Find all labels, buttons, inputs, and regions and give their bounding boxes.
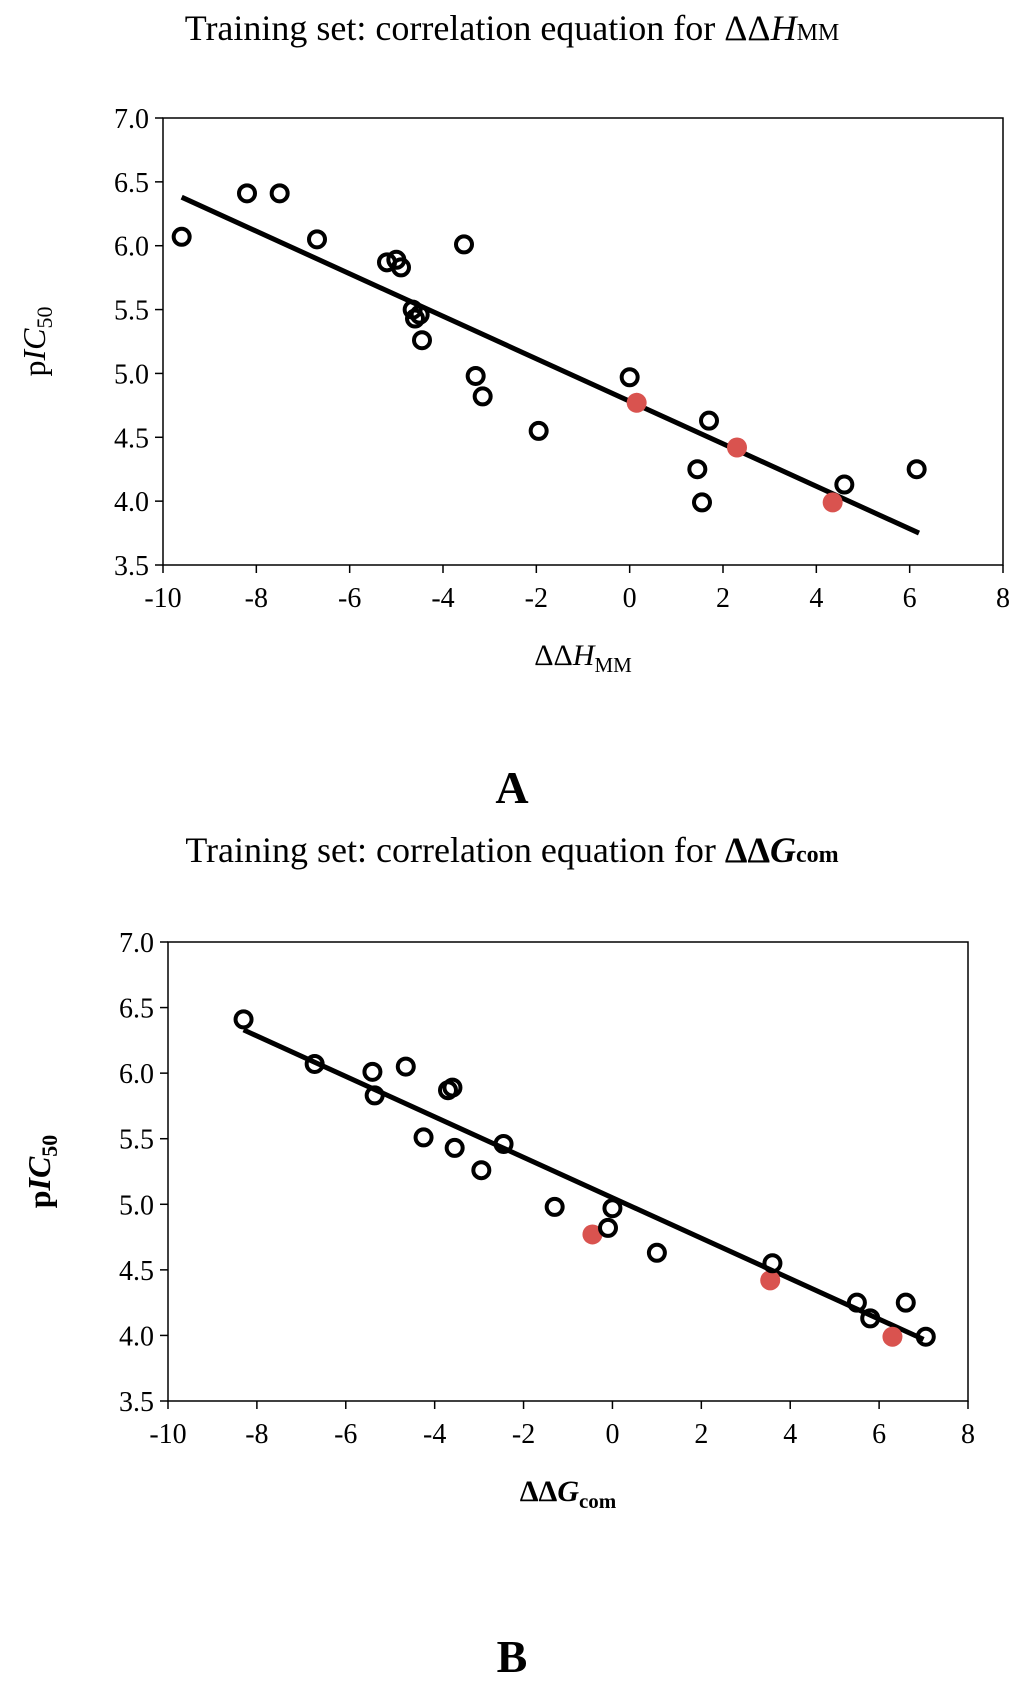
chart-a-x-axis-label: ΔΔHMM <box>534 639 632 677</box>
chart-a: -10 -8 -6 -4 -2 0 2 4 6 8 3.5 4.0 4.5 5.0 5.5 6.0 6.5 7.0… <box>16 104 1010 677</box>
chart-b-training-point <box>762 1253 783 1274</box>
chart-b-y-tick-label: 5.5 <box>119 1125 154 1156</box>
chart-b-training-point <box>915 1326 936 1347</box>
chart-a-x-tick-label: -8 <box>245 583 268 614</box>
chart-a-x-tick-label: -6 <box>338 583 361 614</box>
chart-b-plot-area <box>167 941 969 1402</box>
chart-b-training-point <box>233 1009 254 1030</box>
chart-b-training-point <box>471 1160 492 1181</box>
chart-b-x-tick-label: -8 <box>245 1419 268 1450</box>
chart-b-training-point <box>364 1085 385 1106</box>
chart-b-training-point <box>602 1198 623 1219</box>
chart-b-test-point <box>760 1270 781 1291</box>
chart-b: -10 -8 -6 -4 -2 0 2 4 6 8 3.5 4.0 4.5 5.0 5.5 6.0 6.5 7.0… <box>21 928 975 1513</box>
chart-b-y-axis-label: pIC50 <box>21 1135 62 1209</box>
chart-b-training-point <box>860 1308 881 1329</box>
chart-b-y-tick-label: 4.5 <box>119 1256 154 1287</box>
chart-b-training-point <box>598 1217 618 1238</box>
chart-a-test-point <box>822 492 843 513</box>
chart-b-regression-line <box>242 1027 925 1342</box>
chart-b-x-tick-label: 8 <box>961 1419 975 1450</box>
chart-b-training-point <box>895 1292 916 1313</box>
chart-a-plot-area <box>162 117 1004 566</box>
chart-b-training-point <box>442 1077 463 1098</box>
chart-a-training-point <box>454 234 474 255</box>
chart-b-training-point <box>413 1127 434 1148</box>
chart-a-training-point <box>834 474 855 495</box>
chart-a-y-axis-label: pIC50 <box>16 307 57 377</box>
chart-b-y-tick-label: 6.0 <box>119 1059 154 1090</box>
chart-a-training-point <box>237 183 257 204</box>
chart-a-x-tick-label: -10 <box>144 583 181 614</box>
chart-b-x-tick-label: 0 <box>605 1419 619 1450</box>
chart-a-training-point <box>409 304 430 325</box>
chart-a-x-tick-label: -2 <box>525 583 548 614</box>
chart-b-y-tick-label: 3.5 <box>119 1387 154 1418</box>
chart-a-x-tick-label: 6 <box>903 583 917 614</box>
chart-a-x-tick-label: 4 <box>809 583 823 614</box>
chart-b-title: Training set: correlation equation for Δ… <box>185 830 839 870</box>
chart-b-training-point <box>493 1133 514 1154</box>
chart-b-y-tick-label: 5.0 <box>119 1190 154 1221</box>
chart-b-x-tick-label: 2 <box>694 1419 708 1450</box>
chart-a-training-point <box>619 367 640 388</box>
chart-a-test-point <box>626 392 647 413</box>
chart-a-x-tick-label: 2 <box>716 583 730 614</box>
chart-a-training-point <box>472 386 493 407</box>
chart-a-title: Training set: correlation equation for Δ… <box>184 8 840 48</box>
chart-b-x-tick-label: -6 <box>334 1419 357 1450</box>
chart-a-training-point <box>412 330 432 351</box>
chart-a-y-tick-label: 4.5 <box>114 423 149 454</box>
chart-a-y-tick-label: 5.0 <box>114 359 149 390</box>
chart-a-y-tick-label: 6.0 <box>114 232 149 263</box>
chart-a-x-tick-label: -4 <box>431 583 454 614</box>
chart-a-training-point <box>171 226 192 247</box>
panel-a-label: A <box>495 762 529 813</box>
chart-a-y-tick-label: 6.5 <box>114 168 149 199</box>
chart-b-training-point <box>395 1056 416 1077</box>
chart-b-x-axis-label: ΔΔGcom <box>520 1475 617 1513</box>
chart-b-training-point <box>304 1053 325 1074</box>
chart-b-x-tick-label: -4 <box>423 1419 446 1450</box>
chart-a-y-tick-label: 3.5 <box>114 551 149 582</box>
chart-b-training-point <box>362 1061 383 1082</box>
chart-a-training-point <box>307 229 327 250</box>
chart-b-training-point <box>846 1292 867 1313</box>
chart-b-test-point <box>582 1224 603 1245</box>
chart-a-training-point <box>391 257 411 278</box>
chart-b-y-tick-label: 7.0 <box>119 928 154 959</box>
chart-a-training-point <box>906 459 927 480</box>
chart-a-test-point <box>727 437 747 458</box>
chart-b-training-point <box>544 1196 565 1217</box>
chart-b-training-point <box>444 1137 465 1158</box>
chart-a-x-tick-label: 0 <box>623 583 637 614</box>
chart-a-y-tick-label: 5.5 <box>114 296 149 327</box>
chart-b-x-tick-label: 4 <box>783 1419 797 1450</box>
chart-a-regression-line <box>180 194 921 536</box>
chart-a-training-point <box>692 492 712 513</box>
chart-a-y-tick-label: 7.0 <box>114 104 149 135</box>
chart-b-x-tick-label: -2 <box>512 1419 535 1450</box>
chart-a-training-point <box>699 410 719 431</box>
chart-b-y-tick-label: 4.0 <box>119 1321 154 1352</box>
chart-a-y-tick-label: 4.0 <box>114 487 149 518</box>
chart-b-x-tick-label: 6 <box>872 1419 886 1450</box>
chart-b-x-tick-label: -10 <box>149 1419 186 1450</box>
panel-b-label: B <box>496 1631 528 1682</box>
chart-a-training-point <box>528 420 549 441</box>
chart-b-test-point <box>882 1326 903 1347</box>
chart-a-x-tick-label: 8 <box>996 583 1010 614</box>
chart-a-training-point <box>687 459 708 480</box>
chart-a-training-point <box>269 183 290 204</box>
chart-a-training-point <box>465 365 486 386</box>
chart-b-training-point <box>646 1242 667 1263</box>
chart-b-y-tick-label: 6.5 <box>119 994 154 1025</box>
